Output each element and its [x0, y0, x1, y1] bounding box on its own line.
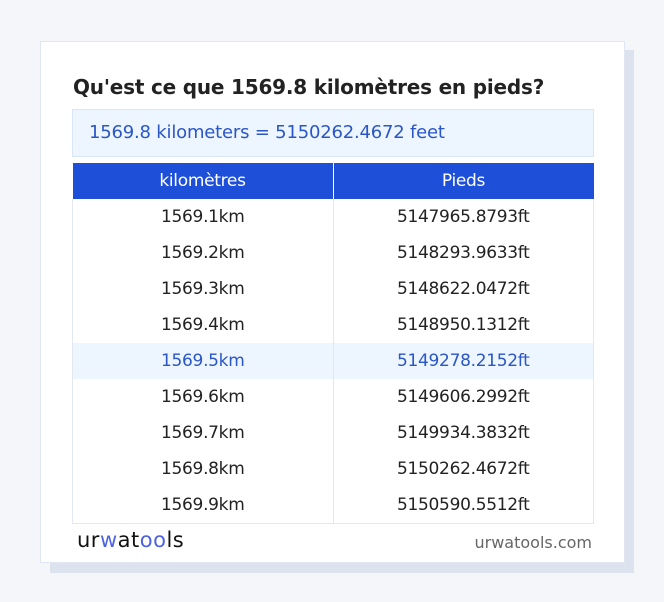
column-header-feet: Pieds — [332, 163, 594, 199]
page-title: Qu'est ce que 1569.8 kilomètres en pieds… — [73, 75, 545, 99]
conversion-result: 1569.8 kilometers = 5150262.4672 feet — [72, 109, 594, 157]
feet-cell: 5148622.0472ft — [332, 271, 594, 307]
table-row: 1569.2km 5148293.9633ft — [72, 235, 594, 271]
table-row: 1569.3km 5148622.0472ft — [72, 271, 594, 307]
km-cell: 1569.8km — [72, 451, 334, 487]
km-cell: 1569.1km — [72, 199, 334, 235]
urwatools-logo[interactable]: urwatools — [77, 528, 185, 552]
table-row: 1569.9km 5150590.5512ft — [72, 487, 594, 524]
column-header-km: kilomètres — [72, 163, 333, 199]
km-cell: 1569.9km — [72, 487, 334, 524]
km-cell: 1569.6km — [72, 379, 334, 415]
km-cell: 1569.7km — [72, 415, 334, 451]
feet-cell: 5150262.4672ft — [332, 451, 594, 487]
feet-cell: 5148950.1312ft — [332, 307, 594, 343]
feet-cell: 5148293.9633ft — [332, 235, 594, 271]
feet-cell: 5147965.8793ft — [332, 199, 594, 235]
table-row: 1569.8km 5150262.4672ft — [72, 451, 594, 487]
km-cell: 1569.3km — [72, 271, 334, 307]
site-url[interactable]: urwatools.com — [474, 533, 593, 552]
table-row: 1569.1km 5147965.8793ft — [72, 199, 594, 235]
feet-cell: 5149606.2992ft — [332, 379, 594, 415]
table-row: 1569.6km 5149606.2992ft — [72, 379, 594, 415]
table-row: 1569.4km 5148950.1312ft — [72, 307, 594, 343]
converter-card: Qu'est ce que 1569.8 kilomètres en pieds… — [40, 41, 625, 563]
km-cell: 1569.2km — [72, 235, 334, 271]
feet-cell: 5149934.3832ft — [332, 415, 594, 451]
table-row: 1569.7km 5149934.3832ft — [72, 415, 594, 451]
km-cell: 1569.4km — [72, 307, 334, 343]
km-cell: 1569.5km — [72, 343, 334, 379]
table-row: 1569.5km 5149278.2152ft — [72, 343, 594, 379]
conversion-table: kilomètres Pieds 1569.1km 5147965.8793ft 1… — [72, 163, 594, 524]
feet-cell: 5150590.5512ft — [332, 487, 594, 524]
feet-cell: 5149278.2152ft — [332, 343, 594, 379]
